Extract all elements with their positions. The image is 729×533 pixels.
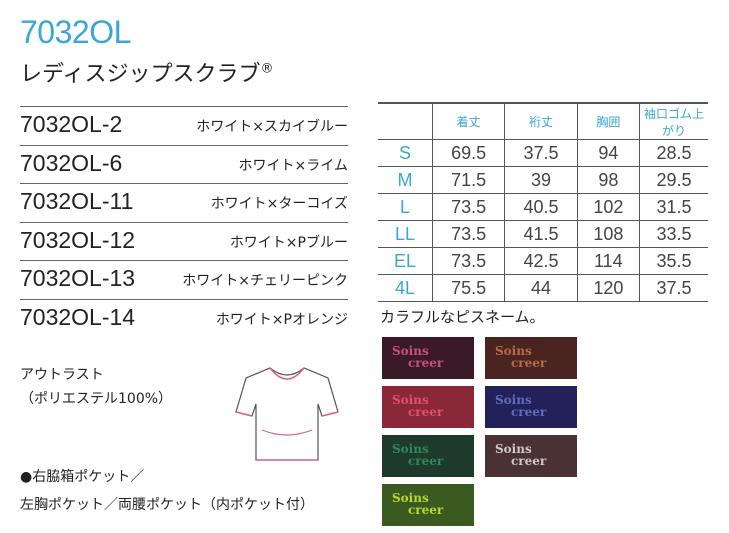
patch-logo-line1: Soins [392,442,429,456]
feature-line-2: 左胸ポケット／両腰ポケット（内ポケット付） [20,497,314,513]
size-label: EL [393,250,417,271]
product-code: 7032OL [20,14,131,50]
size-value: 31.5 [639,193,708,221]
size-value: 35.5 [639,247,708,275]
size-value: 29.5 [639,166,708,194]
size-value: 120 [576,274,640,302]
variant-code: 7032OL-2 [20,111,123,137]
size-value: 71.5 [431,166,505,194]
patch-logo-line1: Soins [392,491,429,505]
size-row: M 71.5 39 98 29.5 [378,166,708,194]
size-label: M [397,169,413,190]
size-value: 69.5 [431,139,505,167]
size-value: 44 [504,274,578,302]
name-patch: Soins creer [382,484,474,526]
patch-logo-line2: creer [408,454,444,468]
variant-code: 7032OL-13 [20,265,136,291]
size-value: 28.5 [639,139,708,167]
name-patch: Soins creer [382,435,474,477]
variant-color: ホワイト×ライム [238,157,348,174]
patch-logo-line2: creer [408,356,444,370]
name-patch: Soins creer [382,386,474,428]
header-chest: 胸囲 [576,103,640,140]
header-length: 着丈 [431,103,505,140]
variant-code: 7032OL-11 [20,188,134,214]
patch-logo-line2: creer [511,405,547,419]
variant-color: ホワイト×Pオレンジ [215,311,348,328]
header-sleeve: 裄丈 [504,103,578,140]
size-value: 73.5 [431,220,505,248]
size-value: 37.5 [504,139,578,167]
patch-logo-line2: creer [408,503,444,517]
size-value: 94 [576,139,640,167]
size-value: 39 [504,166,578,194]
variant-color: ホワイト×チェリーピンク [182,273,348,289]
size-row: L 73.5 40.5 102 31.5 [378,193,708,221]
scrub-illustration [235,367,339,461]
material-composition: （ポリエステル100%） [20,391,173,407]
size-value: 114 [576,247,640,275]
size-row: S 69.5 37.5 94 28.5 [378,139,708,167]
size-value: 73.5 [431,193,505,221]
name-patch: Soins creer [485,337,577,379]
size-row: EL 73.5 42.5 114 35.5 [378,247,708,275]
variant-row: 7032OL-6 ホワイト×ライム [20,144,348,182]
size-row: 4L 75.5 44 120 37.5 [378,274,708,302]
name-patch: Soins creer [485,386,577,428]
patch-logo-line2: creer [408,405,444,419]
size-value: 37.5 [639,274,708,302]
size-table: 着丈 裄丈 胸囲 袖口ゴム上がり S 69.5 37.5 94 28.5 M 71.5 39 9… [378,102,708,302]
name-patch: Soins creer [382,337,474,379]
patch-logo-line1: Soins [392,393,429,407]
variant-row: 7032OL-12 ホワイト×Pブルー [20,221,348,259]
variant-row: 7032OL-13 ホワイト×チェリーピンク [20,260,348,297]
patch-logo-line1: Soins [392,344,429,358]
size-value: 40.5 [504,193,578,221]
patch-title: カラフルなピスネーム。 [380,308,545,326]
variant-row: 7032OL-14 ホワイト×Pオレンジ [20,298,348,336]
header-cuff: 袖口ゴム上がり [639,103,708,140]
variant-code: 7032OL-6 [20,149,123,176]
size-label: L [399,196,410,217]
variant-color: ホワイト×Pブルー [229,234,348,251]
size-value: 42.5 [504,247,578,275]
variant-color: ホワイト×ターコイズ [210,196,348,212]
header-blank [378,103,433,140]
variant-row: 7032OL-11 ホワイト×ターコイズ [20,183,348,220]
size-label: LL [394,223,416,244]
patch-logo-line1: Soins [495,442,532,456]
size-label: 4L [394,277,416,298]
feature-line-1: ●右脇箱ポケット／ [20,469,145,485]
variant-code: 7032OL-12 [20,226,136,253]
size-value: 102 [576,193,640,221]
size-value: 73.5 [431,247,505,275]
patch-logo-line1: Soins [495,344,532,358]
variant-row: 7032OL-2 ホワイト×スカイブルー [20,106,348,143]
size-table-header: 着丈 裄丈 胸囲 袖口ゴム上がり [378,103,708,140]
size-value: 98 [576,166,640,194]
variant-code: 7032OL-14 [20,303,136,330]
variant-color: ホワイト×スカイブルー [196,119,348,135]
size-value: 41.5 [504,220,578,248]
patch-logo-line2: creer [511,454,547,468]
product-name-text: レディスジップスクラブ [20,62,261,87]
size-value: 108 [576,220,640,248]
material-name: アウトラスト [20,367,104,383]
size-value: 33.5 [639,220,708,248]
size-row: LL 73.5 41.5 108 33.5 [378,220,708,248]
registered-mark: ® [260,61,274,77]
patch-logo-line1: Soins [495,393,532,407]
patch-logo-line2: creer [511,356,547,370]
size-label: S [398,142,411,163]
product-name: レディスジップスクラブ® [20,56,273,88]
size-value: 75.5 [431,274,505,302]
name-patch: Soins creer [485,435,577,477]
